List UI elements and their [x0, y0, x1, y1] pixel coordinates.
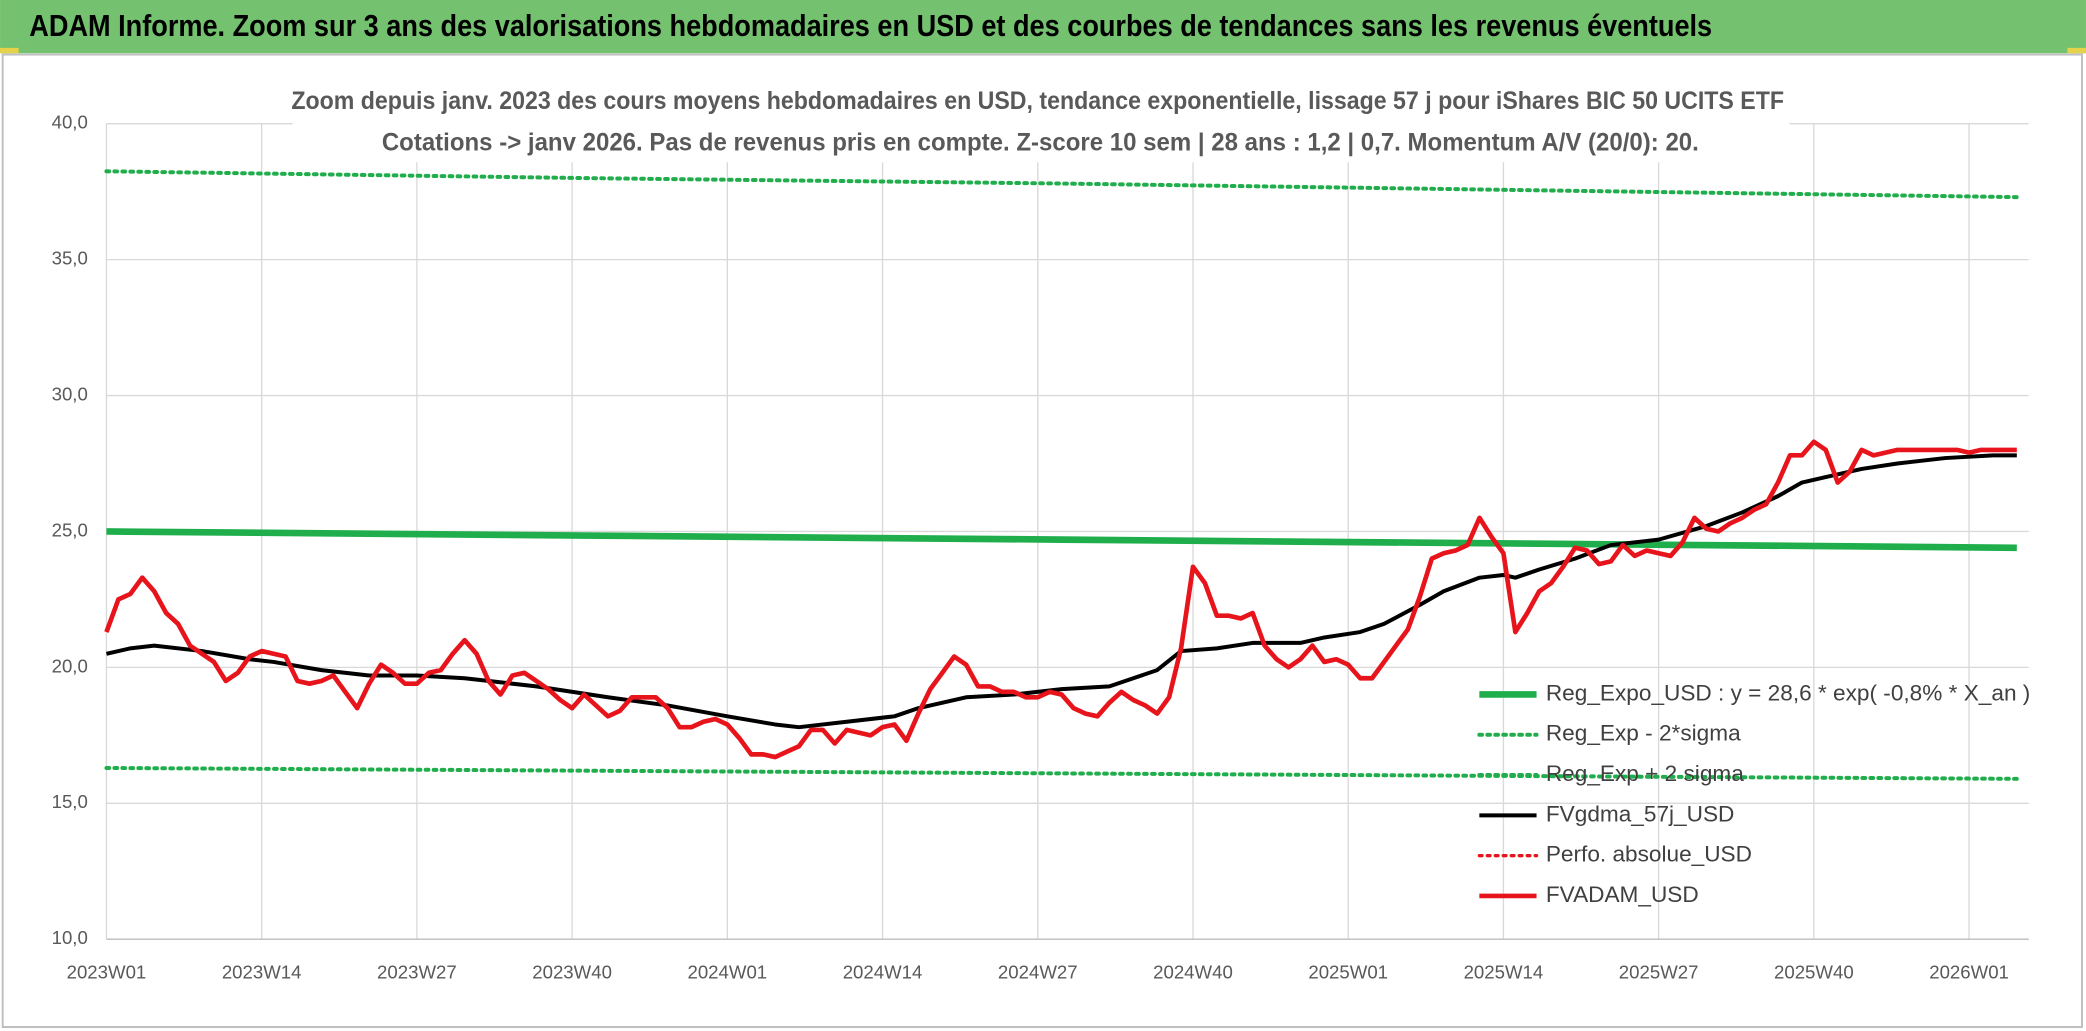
x-tick-label: 2024W40: [1153, 962, 1233, 983]
legend-label: FVgdma_57j_USD: [1546, 801, 1735, 826]
chart-frame: [1, 53, 2083, 1029]
y-tick-label: 40,0: [52, 112, 88, 133]
title-backdrop: [292, 82, 1790, 163]
legend-label: Reg_Exp + 2 sigma: [1546, 761, 1744, 786]
series-line: [104, 439, 2017, 760]
x-tick-label: 2024W27: [998, 962, 1078, 983]
y-tick-label: 10,0: [52, 927, 88, 948]
y-tick-label: 15,0: [52, 791, 88, 812]
legend-label: Perfo. absolue_USD: [1546, 842, 1752, 867]
x-tick-label: 2025W40: [1774, 962, 1854, 983]
x-tick-label: 2025W14: [1464, 962, 1544, 983]
y-tick-label: 20,0: [52, 655, 88, 676]
x-tick-label: 2023W01: [67, 962, 147, 983]
x-tick-label: 2023W40: [532, 962, 612, 983]
y-tick-label: 35,0: [52, 248, 88, 269]
series-line: [104, 765, 2019, 781]
legend-label: Reg_Expo_USD : y = 28,6 * exp( -0,8% * X…: [1546, 680, 2030, 705]
x-tick-label: 2023W27: [377, 962, 457, 983]
x-tick-label: 2025W27: [1619, 962, 1699, 983]
corner: [2067, 47, 2086, 54]
y-tick-label: 25,0: [52, 519, 88, 540]
plot: 10,0 15,0 20,0 25,0 30,0 35,0 40,0 2023W01 2023W…: [52, 112, 2029, 983]
x-tick-label: 2024W01: [687, 962, 767, 983]
x-tick-label: 2023W14: [222, 962, 302, 983]
x-tick-label: 2026W01: [1929, 962, 2009, 983]
series-line: [106, 528, 2017, 552]
chart-title: Zoom depuis janv. 2023 des cours moyens …: [291, 87, 1784, 115]
x-tick-label: 2025W01: [1308, 962, 1388, 983]
x-tick-label: 2024W14: [843, 962, 923, 983]
corner: [0, 47, 19, 54]
series-line: [104, 169, 2019, 200]
chart-subtitle: Cotations -> janv 2026. Pas de revenus p…: [382, 128, 1699, 156]
legend-label: Reg_Exp - 2*sigma: [1546, 721, 1741, 746]
legend-label: FVADAM_USD: [1546, 882, 1699, 907]
y-tick-label: 30,0: [52, 383, 88, 404]
header-title: ADAM Informe. Zoom sur 3 ans des valoris…: [29, 9, 1712, 43]
header-bar: [0, 0, 2086, 54]
